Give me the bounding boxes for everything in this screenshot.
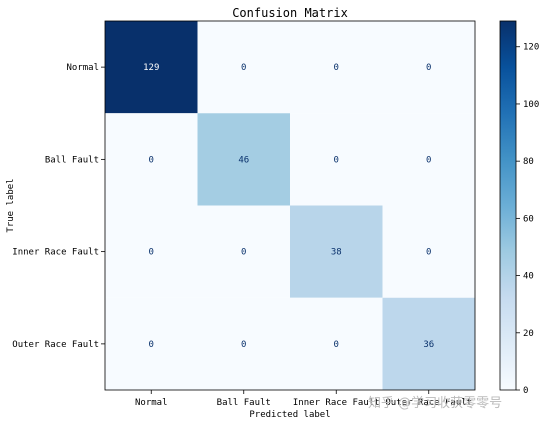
matrix-cell-r3-c2 xyxy=(290,297,383,390)
colorbar-tick-label: 100 xyxy=(523,100,539,110)
colorbar-tick-label: 120 xyxy=(523,43,539,53)
cell-value-r0-c3: 0 xyxy=(426,63,431,73)
colorbar xyxy=(499,20,517,391)
matrix-cell-r2-c0 xyxy=(105,205,198,298)
x-axis-ticks: Normal Ball Fault Inner Race Fault Outer Ra… xyxy=(135,390,472,408)
matrix-cell-r3-c0 xyxy=(105,297,198,390)
y-axis-label: True label xyxy=(6,178,16,232)
x-tick-label: Normal xyxy=(135,398,168,408)
cell-value-r0-c1: 0 xyxy=(241,63,246,73)
cell-value-r1-c1: 46 xyxy=(238,155,249,165)
cell-value-r3-c1: 0 xyxy=(241,340,246,350)
matrix-cell-r0-c0 xyxy=(105,21,198,114)
cell-value-r2-c0: 0 xyxy=(149,248,154,258)
plot-frame xyxy=(104,20,476,391)
matrix-cell-r2-c3 xyxy=(382,205,475,298)
matrix-cell-r0-c3 xyxy=(382,21,475,114)
matrix-cell-r1-c3 xyxy=(382,113,475,206)
cell-value-r1-c3: 0 xyxy=(426,155,431,165)
x-tick-label: Outer Race Fault xyxy=(385,398,472,408)
matrix-cell-r1-c0 xyxy=(105,113,198,206)
colorbar-tick-label: 20 xyxy=(523,329,534,339)
x-axis-label: Predicted label xyxy=(249,410,330,420)
colorbar-tick-label: 40 xyxy=(523,272,534,282)
matrix-cells: 129 0 0 0 0 46 0 0 0 0 38 0 0 0 0 36 xyxy=(105,21,475,390)
cell-value-r0-c2: 0 xyxy=(334,63,339,73)
x-tick-label: Inner Race Fault xyxy=(293,398,380,408)
y-axis-ticks: Normal Ball Fault Inner Race Fault Outer Ra… xyxy=(12,63,105,350)
cell-value-r2-c2: 38 xyxy=(331,248,342,258)
y-tick-label: Ball Fault xyxy=(45,155,99,165)
cell-value-r3-c0: 0 xyxy=(149,340,154,350)
chart-title: Confusion Matrix xyxy=(232,6,348,20)
y-tick-label: Inner Race Fault xyxy=(12,248,99,258)
matrix-cell-r1-c1 xyxy=(197,113,290,206)
cell-value-r2-c3: 0 xyxy=(426,248,431,258)
watermark: 知乎 @学习收获零零号 xyxy=(368,395,502,411)
matrix-cell-r3-c1 xyxy=(197,297,290,390)
cell-value-r1-c0: 0 xyxy=(149,155,154,165)
x-tick-label: Ball Fault xyxy=(217,398,271,408)
colorbar-tick-label: 80 xyxy=(523,157,534,167)
matrix-cell-r1-c2 xyxy=(290,113,383,206)
cell-value-r0-c0: 129 xyxy=(143,63,159,73)
cell-value-r3-c2: 0 xyxy=(334,340,339,350)
matrix-cell-r0-c2 xyxy=(290,21,383,114)
matrix-cell-r2-c1 xyxy=(197,205,290,298)
matrix-cell-r0-c1 xyxy=(197,21,290,114)
cell-value-r3-c3: 36 xyxy=(423,340,434,350)
cell-value-r1-c2: 0 xyxy=(334,155,339,165)
colorbar-tick-label: 60 xyxy=(523,214,534,224)
matrix-cell-r3-c3 xyxy=(382,297,475,390)
y-tick-label: Outer Race Fault xyxy=(12,340,99,350)
matrix-cell-r2-c2 xyxy=(290,205,383,298)
colorbar-tick-label: 0 xyxy=(523,386,528,396)
colorbar-ticks: 0 20 40 60 80 100 120 xyxy=(516,43,539,396)
y-tick-label: Normal xyxy=(66,63,99,73)
cell-value-r2-c1: 0 xyxy=(241,248,246,258)
